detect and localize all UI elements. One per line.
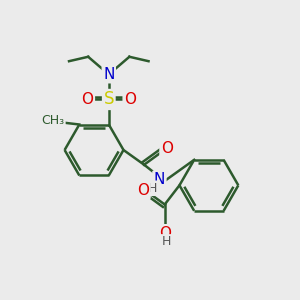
Text: CH₃: CH₃ bbox=[41, 114, 64, 127]
Text: N: N bbox=[154, 172, 165, 187]
Text: O: O bbox=[161, 141, 173, 156]
Text: O: O bbox=[137, 183, 149, 198]
Text: H: H bbox=[148, 182, 157, 195]
Text: N: N bbox=[103, 67, 115, 82]
Text: O: O bbox=[159, 226, 171, 241]
Text: O: O bbox=[82, 92, 94, 107]
Text: S: S bbox=[103, 91, 114, 109]
Text: H: H bbox=[161, 236, 171, 248]
Text: O: O bbox=[124, 92, 136, 107]
